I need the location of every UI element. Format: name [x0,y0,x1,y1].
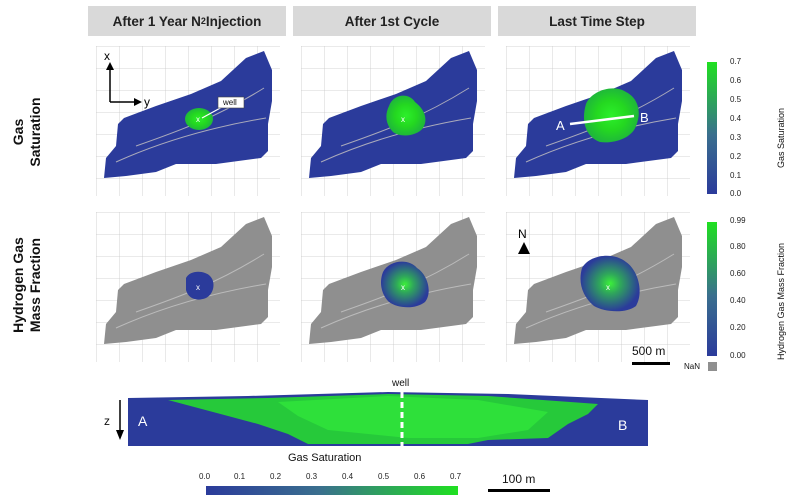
h2-colorbar-tick: 0.60 [730,269,746,278]
header-year1-text-end: Injection [205,13,262,29]
h2-colorbar-tick: 0.20 [730,323,746,332]
gas-colorbar-tick: 0.4 [730,114,742,123]
panel-h2-last: x N [506,212,690,362]
gas-plume [185,108,213,130]
row-label-h2-line2: Mass Fraction [27,237,43,333]
nan-label: NaN [684,362,701,371]
well-marker: x [196,283,200,292]
bottom-colorbar-tick: 0.1 [234,472,246,481]
h2-colorbar-title: Hydrogen Gas Mass Fraction [776,242,786,360]
header-cycle1: After 1st Cycle [293,6,491,36]
well-marker: x [196,115,200,124]
cross-section: A B [128,390,648,448]
gas-colorbar-tick: 0.0 [730,189,742,198]
bottom-colorbar-tick: 0.4 [342,472,354,481]
row-label-gas: Gas Saturation [10,57,44,207]
gas-colorbar-title: Gas Saturation [776,107,786,168]
section-point-a: A [138,413,148,429]
north-arrow-icon [518,242,530,254]
bottom-colorbar-title: Gas Saturation [288,452,362,464]
h2-colorbar-tick: 0.99 [730,216,746,225]
section-well-label: well [392,378,410,389]
well-callout-box [217,96,245,109]
z-axis-label: z [104,414,110,428]
header-year1-subscript: 2 [200,16,206,26]
header-cycle1-text: After 1st Cycle [344,13,440,29]
gas-colorbar-tick: 0.3 [730,133,742,142]
h2-colorbar-tick: 0.40 [730,296,746,305]
panel-h2-year1: x [96,212,280,362]
bottom-colorbar [206,486,458,495]
y-axis-label: y [144,95,150,109]
row-label-gas-line2: Saturation [27,97,43,167]
x-axis-arrowhead [106,62,114,70]
point-b-label: B [640,110,649,125]
bottom-colorbar-tick: 0.0 [199,472,211,481]
header-last-text: Last Time Step [549,13,645,29]
row-label-h2-line1: Hydrogen Gas [10,237,26,333]
panel-gas-year1: x well x y [96,46,280,196]
bottom-colorbar-tick: 0.7 [450,472,462,481]
gas-colorbar-tick: 0.6 [730,76,742,85]
row-label-gas-line1: Gas [10,118,26,146]
gas-colorbar-tick: 0.5 [730,95,742,104]
section-point-b: B [618,417,627,433]
gas-colorbar-tick: 0.2 [730,152,742,161]
well-marker: x [606,283,610,292]
bottom-colorbar-tick: 0.5 [378,472,390,481]
section-line-ab [569,114,635,126]
section-scale-bar [488,489,550,492]
point-a-label: A [556,118,565,133]
north-label: N [518,227,527,241]
h2-colorbar-tick: 0.80 [730,242,746,251]
bottom-colorbar-tick: 0.2 [270,472,282,481]
y-axis-arrowhead [134,98,142,106]
row-label-h2: Hydrogen Gas Mass Fraction [10,210,44,360]
gas-plume [583,88,639,143]
panel-gas-cycle1: x [301,46,485,196]
gas-colorbar-tick: 0.7 [730,57,742,66]
z-axis-arrow [116,400,124,440]
panel-gas-last: A B [506,46,690,196]
hydrogen-plume [186,271,214,300]
bottom-colorbar-tick: 0.3 [306,472,318,481]
well-marker: x [401,115,405,124]
hydrogen-plume [580,255,640,312]
x-axis-label: x [104,49,110,63]
nan-swatch [708,362,717,371]
well-marker: x [401,283,405,292]
h2-colorbar [707,222,717,356]
hydrogen-plume [381,261,429,308]
map-scale-label: 500 m [632,344,666,358]
header-year1-text: After 1 Year N [112,13,201,29]
well-callout-label: well [222,98,237,107]
bottom-colorbar-tick: 0.6 [414,472,426,481]
section-scale-label: 100 m [502,472,536,486]
gas-colorbar-tick: 0.1 [730,171,742,180]
panel-h2-cycle1: x [301,212,485,362]
gas-colorbar [707,62,717,194]
map-scale-bar [632,362,670,365]
header-last: Last Time Step [498,6,696,36]
h2-colorbar-tick: 0.00 [730,351,746,360]
gas-plume [386,95,426,136]
